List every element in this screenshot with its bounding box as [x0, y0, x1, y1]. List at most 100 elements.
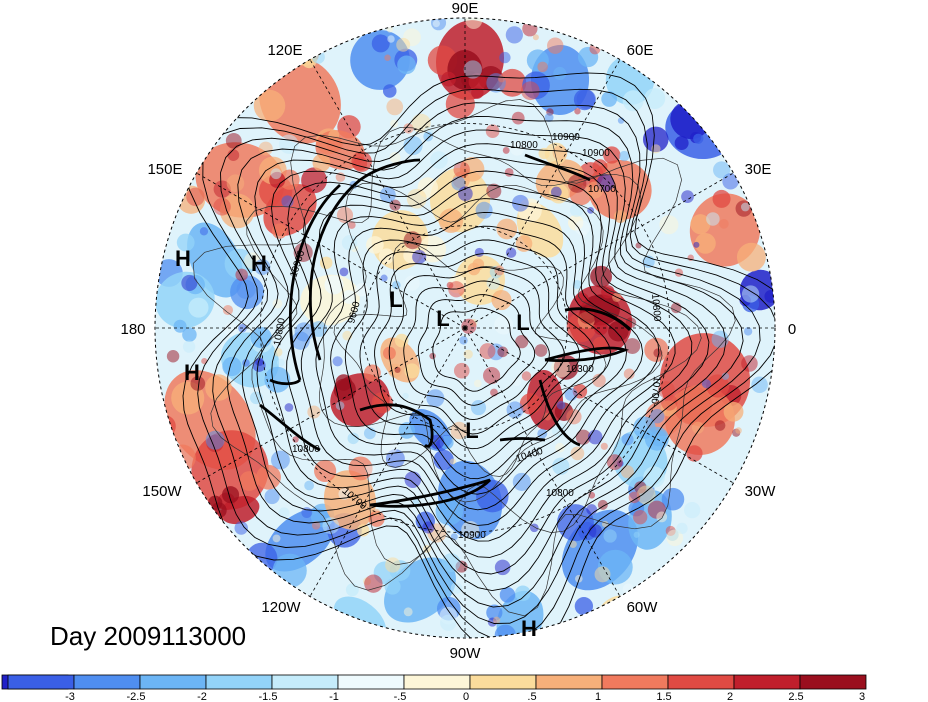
anomaly-speckle	[485, 124, 500, 139]
anomaly-speckle	[622, 583, 635, 595]
anomaly-speckle	[496, 218, 518, 240]
anomaly-speckle	[618, 629, 635, 638]
anomaly-speckle	[498, 68, 527, 97]
anomaly-speckle	[387, 35, 395, 43]
anomaly-speckle	[332, 356, 343, 367]
contour-label: 10800	[510, 140, 538, 151]
anomaly-speckle	[402, 392, 409, 399]
jet-stream-contours	[259, 153, 631, 508]
jet-contour	[369, 478, 491, 508]
anomaly-speckle	[384, 54, 391, 61]
anomaly-speckle	[510, 141, 525, 156]
anomaly-speckle	[432, 20, 440, 28]
anomaly-speckle	[651, 63, 667, 80]
anomaly-speckle	[222, 356, 242, 377]
anomaly-speckle	[684, 502, 701, 519]
anomaly-speckle	[423, 131, 434, 142]
anomaly-speckle	[703, 111, 712, 120]
anomaly-speckle	[512, 472, 531, 491]
anomaly-speckle	[453, 161, 470, 178]
contour-label: 10800	[649, 293, 662, 322]
anomaly-speckle	[476, 479, 509, 513]
high-center: H	[184, 360, 200, 385]
height-contour	[256, 143, 710, 575]
anomaly-speckle	[688, 79, 712, 102]
anomaly-speckle	[222, 486, 240, 504]
anomaly-speckle	[249, 391, 263, 405]
anomaly-speckle	[505, 247, 517, 258]
jet-contour	[538, 379, 581, 447]
height-contour	[417, 294, 536, 406]
colorbar-segment	[337, 674, 405, 690]
anomaly-speckle	[227, 149, 240, 161]
height-contour	[182, 72, 775, 638]
anomaly-speckle	[515, 235, 533, 252]
contour-label: 10900	[458, 530, 486, 541]
anomaly-speckle	[701, 379, 711, 389]
anomaly-speckle	[412, 249, 427, 264]
anomaly-speckle	[475, 201, 493, 219]
anomaly-speckle	[459, 336, 468, 345]
anomaly-speckle	[310, 320, 327, 337]
anomaly-speckle	[764, 289, 775, 303]
colorbar-segment	[205, 674, 273, 690]
anomaly-speckle	[512, 377, 522, 387]
anomaly-speckle	[205, 374, 232, 401]
anomaly-speckle	[199, 227, 209, 236]
anomaly-speckle	[406, 188, 427, 209]
anomaly-speckle	[543, 412, 552, 421]
colorbar-segment	[799, 674, 867, 690]
lon-label-0: 0	[788, 321, 796, 338]
anomaly-speckle	[719, 218, 729, 229]
anomaly-speckle	[681, 190, 694, 203]
low-center: L	[465, 418, 478, 443]
anomaly-speckle	[366, 236, 384, 254]
anomaly-speckle	[324, 275, 344, 295]
jet-contour	[269, 378, 301, 386]
anomaly-speckle	[712, 189, 731, 208]
anomaly-speckle	[166, 350, 180, 363]
anomaly-patch	[263, 183, 317, 237]
anomaly-speckle	[547, 37, 564, 54]
anomaly-speckle	[600, 442, 608, 450]
anomaly-speckle	[628, 491, 641, 504]
anomaly-speckle	[586, 504, 598, 515]
anomaly-speckle	[713, 161, 731, 179]
anomaly-speckle	[534, 344, 548, 357]
anomaly-speckle	[537, 428, 548, 439]
anomaly-speckle	[633, 510, 648, 525]
anomaly-speckle	[643, 466, 665, 488]
height-contour	[403, 280, 550, 421]
anomaly-speckle	[499, 587, 516, 603]
anomaly-speckle	[474, 247, 484, 257]
anomaly-speckle	[552, 457, 570, 475]
anomaly-speckle	[429, 352, 436, 360]
anomaly-speckle	[586, 181, 604, 199]
anomaly-speckle	[555, 442, 565, 453]
anomaly-speckle	[636, 485, 656, 505]
anomaly-speckle	[674, 136, 689, 151]
anomaly-speckle	[182, 327, 197, 342]
height-contour	[359, 239, 596, 464]
anomaly-speckle	[264, 488, 280, 505]
colorbar-tick: 2	[727, 691, 733, 702]
colorbar-tick: -1.5	[259, 691, 278, 702]
anomaly-speckle	[188, 297, 209, 318]
anomaly-speckle	[751, 376, 768, 394]
anomaly-speckle	[603, 146, 621, 164]
anomaly-speckle	[404, 363, 420, 379]
anomaly-speckle	[511, 111, 525, 125]
anomaly-speckle	[438, 208, 464, 233]
anomaly-speckle	[426, 389, 445, 408]
anomaly-speckle	[308, 612, 335, 638]
colorbar-tick: -2.5	[127, 691, 146, 702]
anomaly-speckle	[403, 123, 414, 134]
anomaly-speckle	[551, 358, 571, 378]
anomaly-speckle	[435, 497, 464, 526]
anomaly-speckle	[222, 304, 234, 316]
high-center: H	[521, 616, 537, 641]
geopotential-height-contours	[182, 72, 775, 638]
anomaly-speckle	[505, 26, 523, 44]
height-contour	[432, 307, 521, 392]
lon-label-150e: 150E	[147, 161, 182, 178]
